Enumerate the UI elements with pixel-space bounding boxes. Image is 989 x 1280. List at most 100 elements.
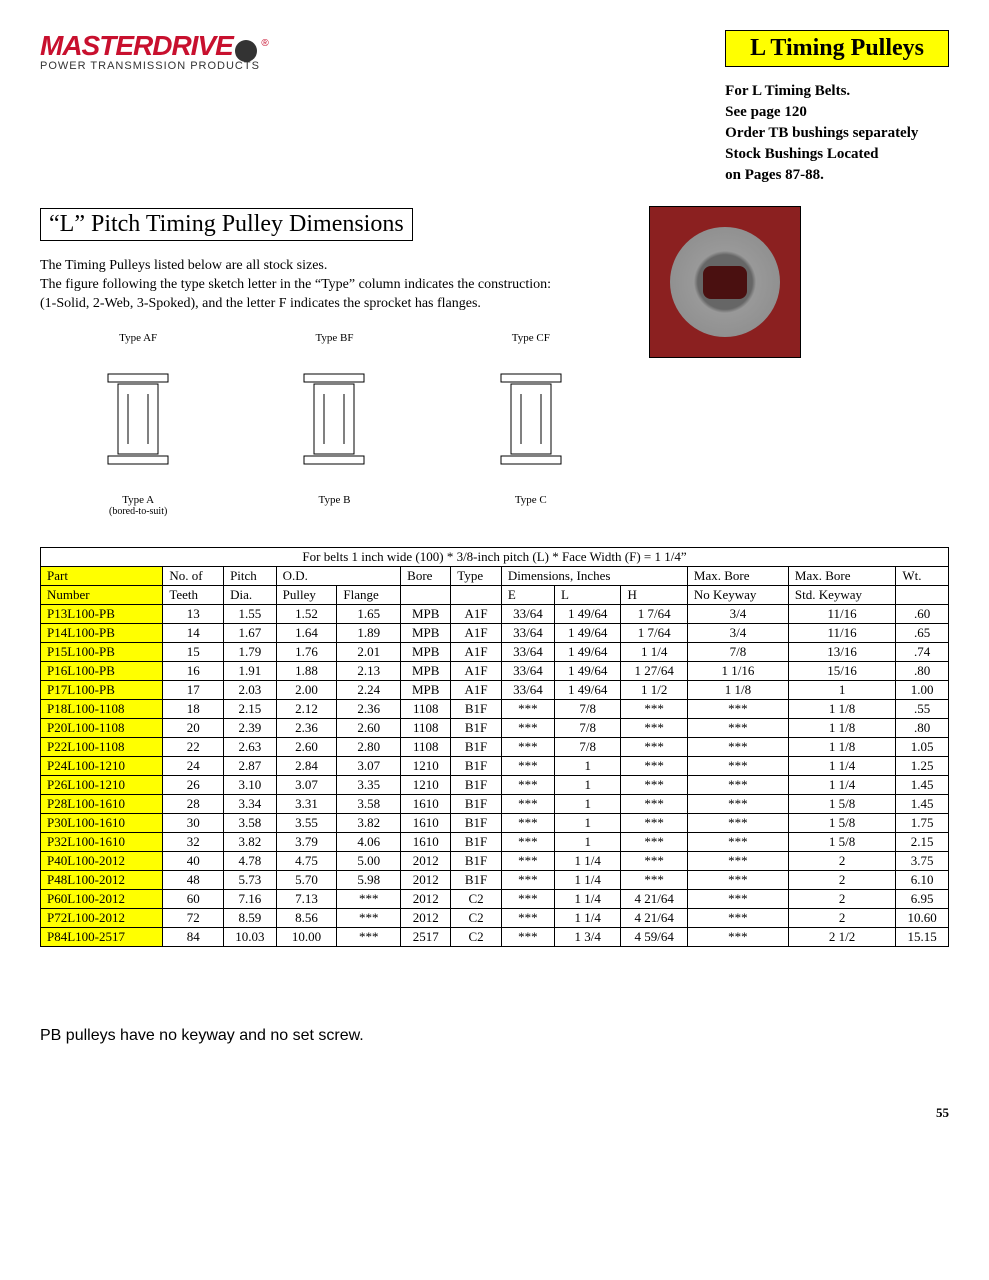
cell: .80 — [896, 718, 949, 737]
diagram-icon — [486, 364, 576, 474]
cell: 1 5/8 — [788, 813, 895, 832]
cell: *** — [501, 889, 554, 908]
cell: *** — [687, 813, 788, 832]
cell: 1108 — [401, 699, 451, 718]
cell: 1610 — [401, 813, 451, 832]
cell: 1 1/4 — [788, 756, 895, 775]
note-line: Order TB bushings separately — [725, 123, 949, 144]
cell: 2.03 — [224, 680, 277, 699]
col-type: Type — [451, 566, 502, 585]
cell: 1610 — [401, 832, 451, 851]
cell: B1F — [451, 870, 502, 889]
cell: *** — [621, 775, 687, 794]
cell: 1108 — [401, 737, 451, 756]
cell: *** — [337, 908, 401, 927]
cell: 3.79 — [276, 832, 337, 851]
cell: .65 — [896, 623, 949, 642]
table-row: P17L100-PB172.032.002.24MPBA1F33/641 49/… — [41, 680, 949, 699]
cell: 2.15 — [896, 832, 949, 851]
cell: 2.87 — [224, 756, 277, 775]
cell: 1 5/8 — [788, 832, 895, 851]
cell: 1 1/4 — [554, 889, 620, 908]
cell: 2 — [788, 870, 895, 889]
cell: *** — [501, 775, 554, 794]
cell: *** — [687, 832, 788, 851]
cell: 7/8 — [554, 718, 620, 737]
cell: 2012 — [401, 889, 451, 908]
cell: *** — [687, 851, 788, 870]
cell: 1210 — [401, 775, 451, 794]
cell: *** — [687, 794, 788, 813]
cell: 2.15 — [224, 699, 277, 718]
cell: 2.80 — [337, 737, 401, 756]
cell: *** — [687, 908, 788, 927]
cell: 1 49/64 — [554, 661, 620, 680]
cell: 15.15 — [896, 927, 949, 946]
cell: 1 — [554, 756, 620, 775]
cell: 1 49/64 — [554, 642, 620, 661]
cell: A1F — [451, 623, 502, 642]
cell: 1210 — [401, 756, 451, 775]
cell: B1F — [451, 756, 502, 775]
cell: 1 1/4 — [621, 642, 687, 661]
cell: 17 — [163, 680, 224, 699]
cell: 2 — [788, 908, 895, 927]
cell: 1 1/2 — [621, 680, 687, 699]
col-pitch: Pitch — [224, 566, 277, 585]
note-line: For L Timing Belts. — [725, 81, 949, 102]
cell: .80 — [896, 661, 949, 680]
cell: P32L100-1610 — [41, 832, 163, 851]
table-row: P84L100-25178410.0310.00***2517C2***1 3/… — [41, 927, 949, 946]
cell: 1.67 — [224, 623, 277, 642]
note-line: Stock Bushings Located — [725, 144, 949, 165]
cell: 3.55 — [276, 813, 337, 832]
cell: 26 — [163, 775, 224, 794]
cell: 8.56 — [276, 908, 337, 927]
cell: P22L100-1108 — [41, 737, 163, 756]
cell: 4.78 — [224, 851, 277, 870]
cell: *** — [501, 756, 554, 775]
table-row: P30L100-1610303.583.553.821610B1F***1***… — [41, 813, 949, 832]
cell: 2012 — [401, 870, 451, 889]
cell: 33/64 — [501, 642, 554, 661]
cell: MPB — [401, 604, 451, 623]
cell: 3.58 — [224, 813, 277, 832]
cell: *** — [687, 870, 788, 889]
cell: .55 — [896, 699, 949, 718]
cell: *** — [687, 699, 788, 718]
cell: 3.82 — [224, 832, 277, 851]
cell: 1.64 — [276, 623, 337, 642]
cell: 1 1/8 — [788, 737, 895, 756]
cell: 1.75 — [896, 813, 949, 832]
cell: 1 1/4 — [554, 908, 620, 927]
intro-block: “L” Pitch Timing Pulley Dimensions The T… — [40, 196, 949, 527]
cell: 1 1/4 — [788, 775, 895, 794]
cell: 1 49/64 — [554, 604, 620, 623]
table-row: P26L100-1210263.103.073.351210B1F***1***… — [41, 775, 949, 794]
brand-tagline: POWER TRANSMISSION PRODUCTS — [40, 60, 260, 72]
cell: 3.10 — [224, 775, 277, 794]
cell: 1 1/4 — [554, 870, 620, 889]
cell: P84L100-2517 — [41, 927, 163, 946]
table-row: P28L100-1610283.343.313.581610B1F***1***… — [41, 794, 949, 813]
cell: A1F — [451, 680, 502, 699]
cell: MPB — [401, 623, 451, 642]
cell: *** — [687, 775, 788, 794]
cell: *** — [687, 756, 788, 775]
cell: P20L100-1108 — [41, 718, 163, 737]
cell: 10.60 — [896, 908, 949, 927]
cell: 4 59/64 — [621, 927, 687, 946]
cell: 1610 — [401, 794, 451, 813]
cell: 11/16 — [788, 604, 895, 623]
cell: *** — [501, 870, 554, 889]
cell: 2.00 — [276, 680, 337, 699]
header-badge: L Timing Pulleys — [725, 30, 949, 67]
cell: B1F — [451, 699, 502, 718]
cell: 6.95 — [896, 889, 949, 908]
cell: 1.52 — [276, 604, 337, 623]
cell: 1.65 — [337, 604, 401, 623]
cell: 7/8 — [554, 699, 620, 718]
cell: 1.76 — [276, 642, 337, 661]
cell: 1 27/64 — [621, 661, 687, 680]
cell: 2.63 — [224, 737, 277, 756]
